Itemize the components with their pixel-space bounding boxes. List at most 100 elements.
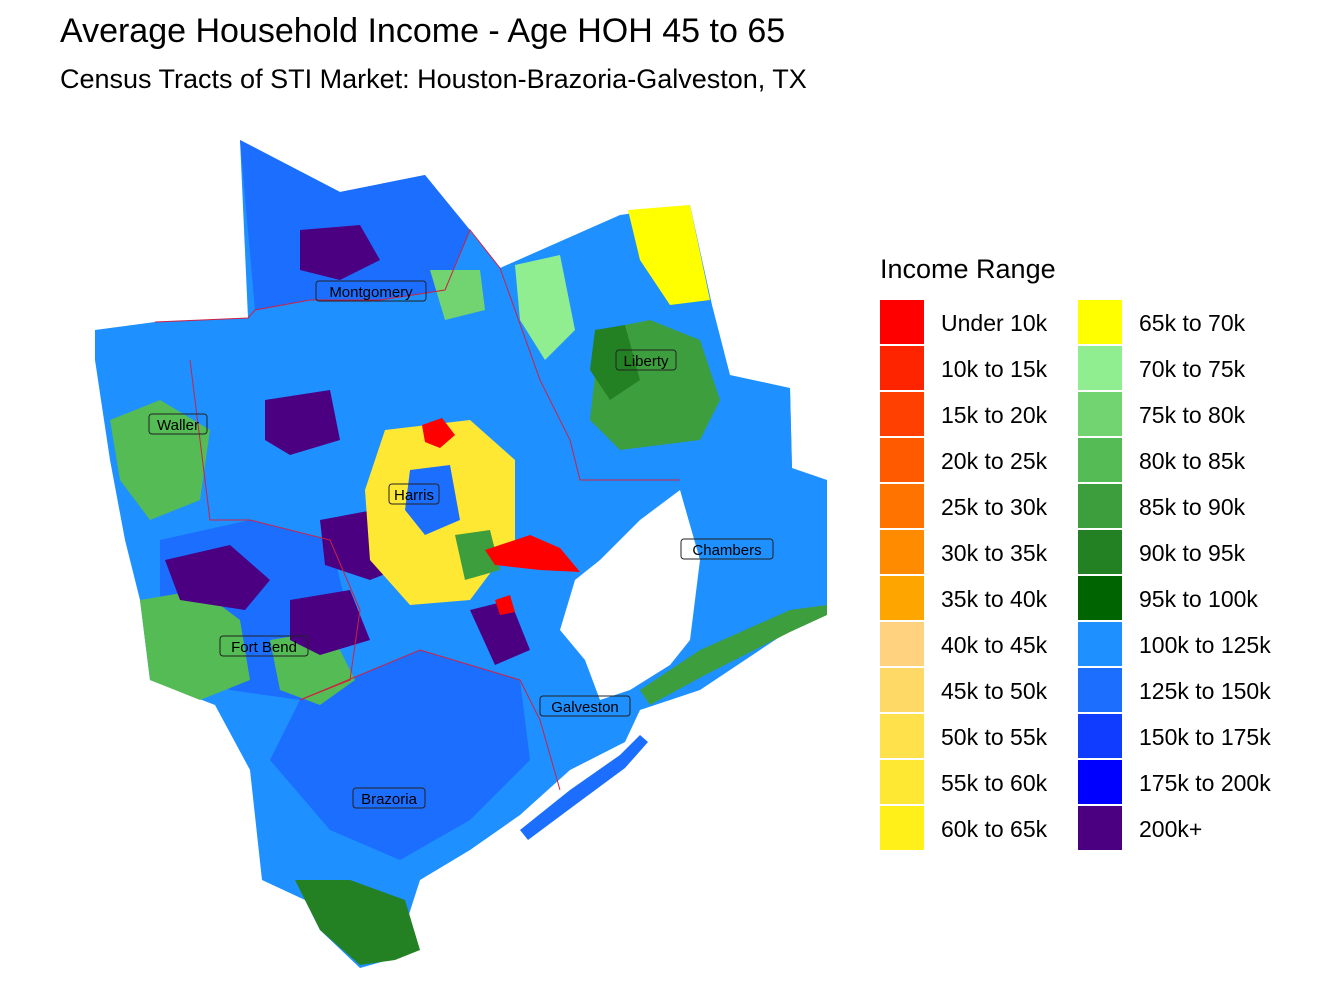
legend-label: 45k to 50k [941,678,1048,704]
legend-label: 100k to 125k [1139,632,1271,658]
region-brazoria-south-green [295,880,420,965]
region-southwest-purple [290,590,370,655]
svg-text:Galveston: Galveston [551,699,619,716]
region-montgomery-green [430,270,485,320]
legend-column-2: 65k to 70k 70k to 75k 75k to 80k 80k to 85k… [1078,300,1298,852]
galveston-bay [560,490,700,700]
legend-item: 45k to 50k [880,668,1100,714]
legend-label: 95k to 100k [1139,586,1258,612]
region-waller-green [110,400,210,520]
legend-swatch [1078,622,1122,666]
legend-item: 25k to 30k [880,484,1100,530]
legend-label: 30k to 35k [941,540,1048,566]
legend-label: 75k to 80k [1139,402,1246,428]
legend-title: Income Range [880,254,1056,284]
region-core-green-mix [455,530,500,580]
legend-label: 90k to 95k [1139,540,1246,566]
legend-item: 15k to 20k [880,392,1100,438]
legend-label: 70k to 75k [1139,356,1246,382]
region-brazoria-core [270,650,530,860]
legend-item: 55k to 60k [880,760,1100,806]
svg-text:Waller: Waller [157,417,199,434]
legend-label: 85k to 90k [1139,494,1246,520]
region-montgomery-north [240,140,470,310]
region-red-south [495,595,515,615]
legend-swatch [880,668,924,712]
region-red-north [422,418,455,448]
legend-swatch [880,622,924,666]
region-northwest-purple [265,390,340,455]
svg-text:Brazoria: Brazoria [361,791,418,808]
svg-text:Montgomery: Montgomery [329,284,413,301]
legend-item: 75k to 80k [1078,392,1298,438]
legend-item: 35k to 40k [880,576,1100,622]
legend-label: 25k to 30k [941,494,1048,520]
bolivar-peninsula [640,605,827,705]
region-core-blue-mix [405,465,460,535]
region-liberty-yellow [628,205,710,305]
legend-item: 50k to 55k [880,714,1100,760]
region-west-purple [165,545,270,610]
county-label-waller: Waller [148,413,208,435]
legend: Under 10k 10k to 15k 15k to 20k 20k to 25k 2… [880,300,1320,852]
legend-label: 65k to 70k [1139,310,1246,336]
county-boundaries [154,229,680,791]
legend-swatch [1078,714,1122,758]
svg-text:Harris: Harris [394,487,434,504]
legend-swatch [1078,438,1122,482]
legend-swatch [880,484,924,528]
legend-label: 80k to 85k [1139,448,1246,474]
legend-label: 60k to 65k [941,816,1048,842]
county-label-fort-bend: Fort Bend [219,635,309,657]
legend-label: 10k to 15k [941,356,1048,382]
svg-text:Chambers: Chambers [692,542,761,559]
region-chambers [660,480,827,640]
county-label-galveston: Galveston [539,695,631,717]
legend-item: 175k to 200k [1078,760,1298,806]
legend-swatch [880,576,924,620]
legend-swatch [880,346,924,390]
region-liberty-darkgreen [590,325,640,400]
legend-label: 55k to 60k [941,770,1048,796]
legend-swatch [880,392,924,436]
legend-swatch [1078,668,1122,712]
legend-item: 100k to 125k [1078,622,1298,668]
legend-swatch [880,530,924,574]
legend-swatch [880,300,924,344]
region-red-east [485,535,580,572]
region-northeast-lightgreen [515,255,575,360]
legend-swatch [1078,346,1122,390]
county-label-liberty: Liberty [615,349,677,371]
legend-item: 20k to 25k [880,438,1100,484]
legend-swatch [1078,484,1122,528]
region-clearlake-purple [470,600,530,665]
legend-label: 50k to 55k [941,724,1048,750]
galveston-island [520,735,648,840]
legend-swatch [1078,760,1122,804]
svg-text:Liberty: Liberty [623,353,669,370]
legend-label: Under 10k [941,310,1048,336]
legend-item: Under 10k [880,300,1100,346]
legend-swatch [880,806,924,850]
legend-swatch [1078,806,1122,850]
legend-swatch [880,760,924,804]
legend-label: 20k to 25k [941,448,1048,474]
legend-item: 125k to 150k [1078,668,1298,714]
legend-swatch [1078,530,1122,574]
legend-label: 175k to 200k [1139,770,1271,796]
legend-label: 125k to 150k [1139,678,1271,704]
county-label-montgomery: Montgomery [315,280,427,302]
map-subtitle: Census Tracts of STI Market: Houston-Bra… [60,64,807,94]
legend-item: 30k to 35k [880,530,1100,576]
legend-swatch [1078,300,1122,344]
county-label-brazoria: Brazoria [352,787,426,809]
legend-swatch [1078,392,1122,436]
legend-item: 85k to 90k [1078,484,1298,530]
legend-item: 70k to 75k [1078,346,1298,392]
county-label-chambers: Chambers [680,538,774,560]
legend-item: 200k+ [1078,806,1298,852]
legend-label: 40k to 45k [941,632,1048,658]
legend-label: 150k to 175k [1139,724,1271,750]
legend-item: 90k to 95k [1078,530,1298,576]
